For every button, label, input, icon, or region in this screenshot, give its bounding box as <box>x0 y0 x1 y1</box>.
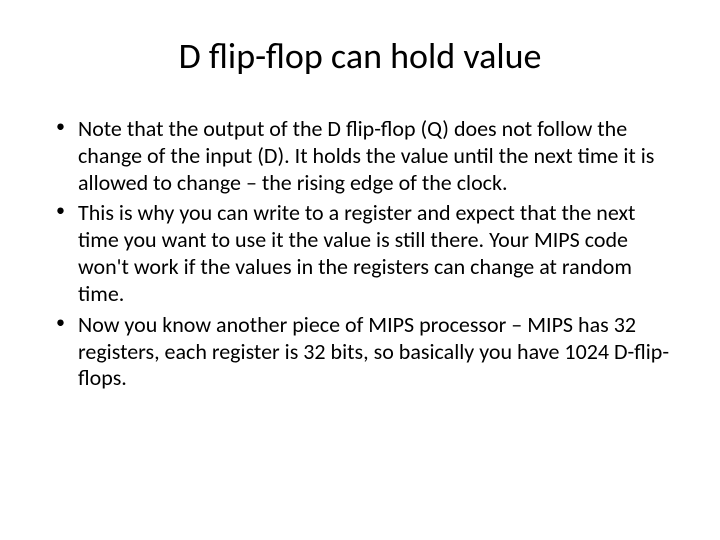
bullet-item: Note that the output of the D flip-flop … <box>50 116 670 196</box>
bullet-list: Note that the output of the D flip-flop … <box>50 116 670 392</box>
slide-title: D flip-flop can hold value <box>50 34 670 78</box>
bullet-item: Now you know another piece of MIPS proce… <box>50 312 670 392</box>
bullet-item: This is why you can write to a register … <box>50 200 670 307</box>
